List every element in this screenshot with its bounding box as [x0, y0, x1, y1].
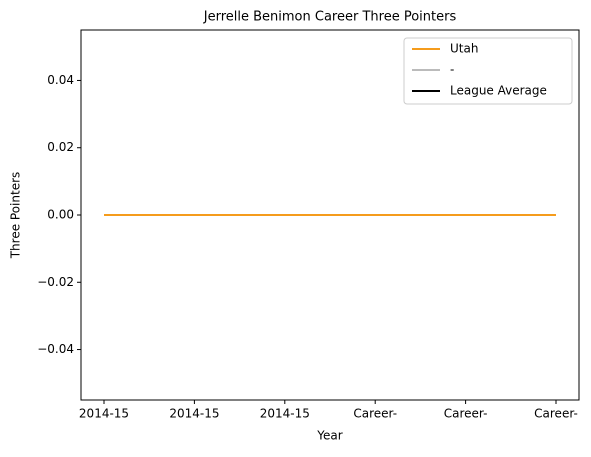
x-tick-label: Career- — [444, 407, 488, 421]
y-tick-label: 0.02 — [47, 140, 74, 154]
legend-box — [403, 37, 573, 105]
y-tick-label: −0.02 — [37, 275, 74, 289]
chart-title: Jerrelle Benimon Career Three Pointers — [203, 10, 457, 25]
plot-frame — [80, 29, 580, 401]
x-tick-label: 2014-15 — [260, 407, 310, 421]
y-tick-label: −0.04 — [37, 342, 74, 356]
x-axis-label: Year — [316, 429, 342, 443]
legend-label: League Average — [450, 84, 547, 98]
x-tick-label: Career- — [353, 407, 397, 421]
x-tick-label: 2014-15 — [79, 407, 129, 421]
y-axis-label: Three Pointers — [9, 172, 23, 260]
legend-label: - — [450, 63, 454, 77]
y-tick-label: 0.04 — [47, 73, 74, 87]
y-tick-label: 0.00 — [47, 208, 74, 222]
x-tick-label: Career- — [534, 407, 578, 421]
legend-label: Utah — [450, 42, 478, 56]
x-tick-label: 2014-15 — [169, 407, 219, 421]
